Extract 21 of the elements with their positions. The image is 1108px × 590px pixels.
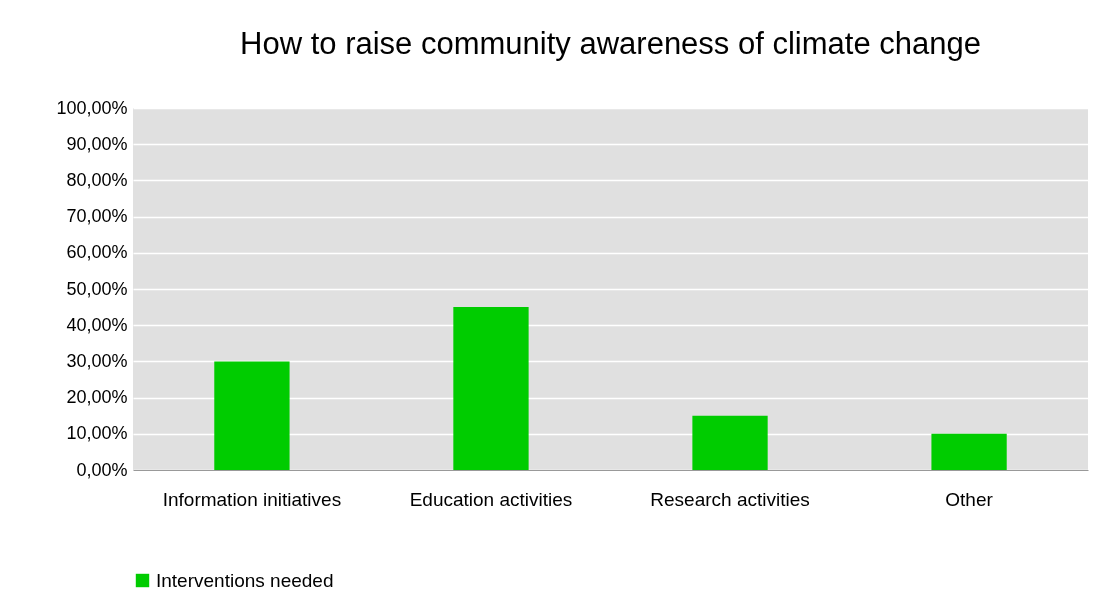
x-tick-label: Education activities: [409, 488, 573, 510]
y-tick-label: 80,00%: [66, 169, 128, 190]
y-tick-label: 20,00%: [66, 387, 128, 408]
x-tick-label: Other: [945, 488, 994, 510]
y-tick-label: 30,00%: [66, 350, 128, 371]
y-tick-label: 70,00%: [66, 206, 128, 227]
chart-title: How to raise community awareness of climate change: [240, 26, 981, 61]
y-tick-label: 90,00%: [66, 133, 128, 154]
y-tick-label: 60,00%: [66, 242, 128, 263]
y-tick-label: 0,00%: [76, 459, 128, 480]
y-tick-label: 10,00%: [66, 423, 128, 444]
x-tick-label: Research activities: [650, 488, 810, 510]
legend-label: Interventions needed: [156, 569, 334, 590]
y-tick-label: 100,00%: [56, 97, 128, 118]
bar: [931, 433, 1007, 470]
bar: [214, 361, 290, 470]
x-tick-label: Information initiatives: [162, 488, 342, 510]
y-tick-label: 40,00%: [66, 314, 128, 335]
bar: [453, 307, 529, 470]
y-tick-label: 50,00%: [66, 278, 128, 299]
bar: [692, 415, 768, 470]
